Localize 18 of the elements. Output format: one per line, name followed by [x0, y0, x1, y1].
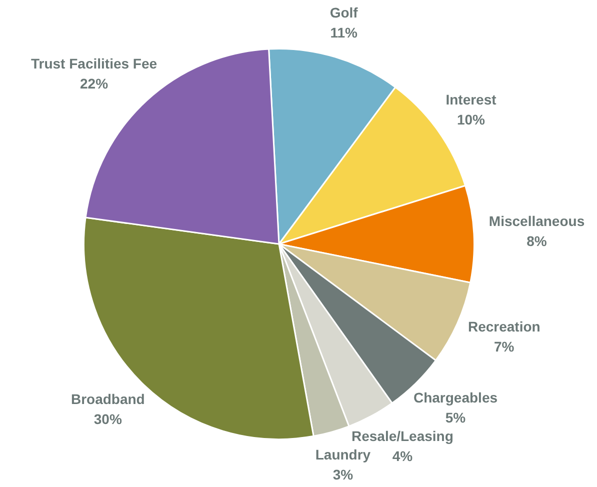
- slice-label: Interest: [446, 91, 497, 108]
- data-label: 5%: [445, 409, 466, 426]
- slice-label: Golf: [330, 4, 358, 20]
- data-label: 11%: [330, 24, 358, 40]
- slice-label: Recreation: [468, 318, 540, 335]
- data-label: 4%: [392, 448, 414, 464]
- slice-label: Trust Facilities Fee: [30, 55, 158, 72]
- data-label: 7%: [494, 338, 515, 355]
- data-label: 3%: [332, 466, 354, 483]
- data-label: 10%: [456, 111, 486, 128]
- slice-label: Resale/Leasing: [351, 428, 454, 444]
- slice-label: Laundry: [315, 446, 371, 463]
- data-label: 8%: [526, 232, 548, 249]
- slice-label: Miscellaneous: [488, 212, 585, 229]
- data-label: 22%: [80, 75, 109, 92]
- data-label: 30%: [94, 411, 122, 428]
- slice-label: Chargeables: [413, 389, 498, 406]
- slice-label: Broadband: [70, 391, 145, 408]
